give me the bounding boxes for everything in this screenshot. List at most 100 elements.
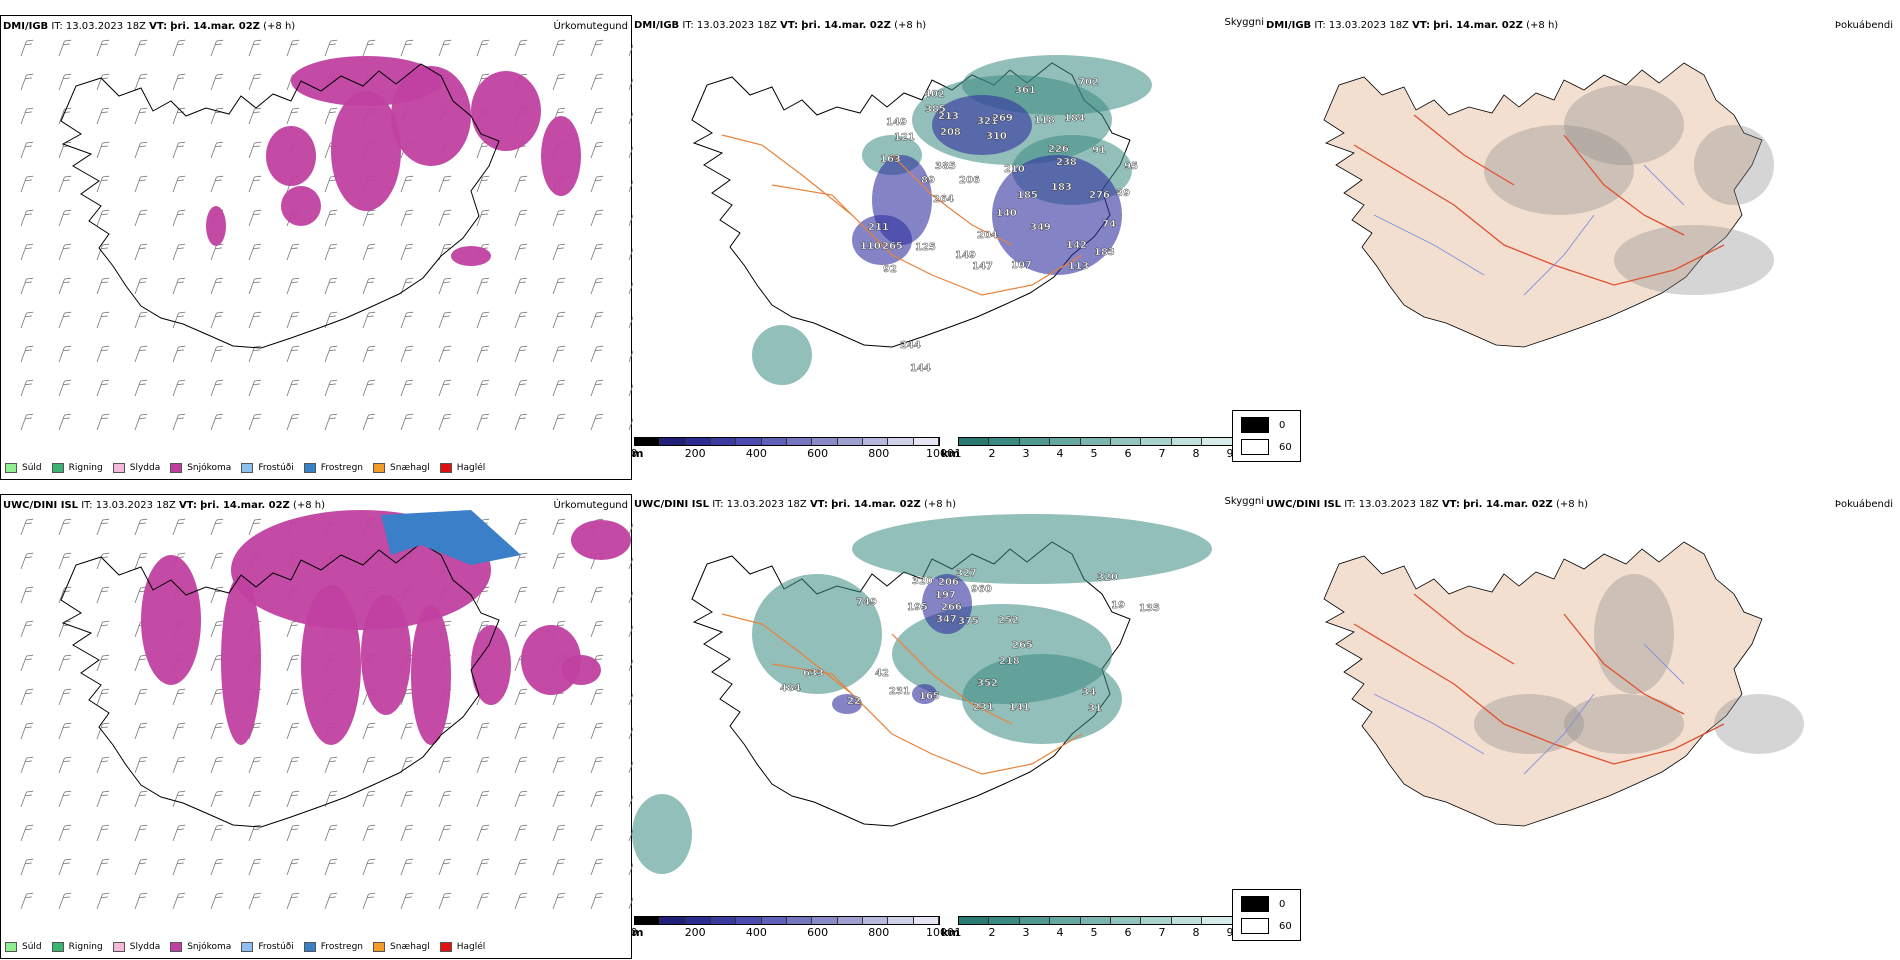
visibility-label: 402	[924, 89, 945, 100]
legend-label: Frostúði	[258, 463, 294, 473]
cloudbase-area	[852, 215, 912, 265]
visibility-label: 141	[1009, 702, 1030, 713]
visibility-label: 633	[803, 668, 824, 679]
visibility-label: 125	[915, 242, 936, 253]
ptype-legend-item: Rigning	[51, 942, 103, 952]
river-network	[1373, 164, 1685, 296]
colorbar-swatch	[660, 438, 686, 445]
legend-swatch	[303, 942, 316, 952]
fog-legend: 0 60	[1232, 889, 1301, 941]
panel-header: DMI/IGB IT: 13.03.2023 18Z VT: þri. 14.m…	[3, 21, 296, 32]
visibility-unit: km	[941, 447, 960, 460]
visibility-label: 184	[1064, 113, 1085, 124]
legend-swatch	[439, 942, 452, 952]
visibility-label: 231	[889, 686, 910, 697]
visibility-label: 135	[1139, 603, 1160, 614]
snow-area	[391, 66, 471, 166]
legend-swatch	[170, 463, 183, 473]
colorbar-swatch	[710, 917, 737, 924]
legend-label: Frostúði	[258, 942, 294, 952]
snow-area	[471, 71, 541, 151]
visibility-label: 211	[868, 222, 889, 233]
colorbar-swatch	[736, 917, 762, 924]
legend-swatch	[51, 463, 64, 473]
colorbar-tick: 7	[1158, 447, 1166, 460]
visibility-label: 34	[1082, 687, 1096, 698]
ptype-legend-item: Snjókoma	[170, 942, 231, 952]
road-network	[1353, 114, 1725, 286]
snow-area	[361, 595, 411, 715]
colorbar-tick: 5	[1090, 447, 1098, 460]
colorbar-swatch	[812, 917, 838, 924]
visibility-label: 204	[977, 230, 998, 241]
ptype-legend-item: Frostúði	[241, 463, 294, 473]
colorbar-tick: 8	[1192, 926, 1200, 939]
colorbar-tick: 600	[807, 926, 829, 939]
visibility-label: 702	[1078, 77, 1099, 88]
colorbar-swatch	[1141, 438, 1172, 445]
legend-label: Súld	[22, 463, 42, 473]
snow-area	[561, 655, 601, 685]
visibility-label: 142	[1066, 240, 1087, 251]
colorbar-tick: 9	[1226, 447, 1234, 460]
visibility-label: 195	[907, 602, 928, 613]
visibility-label: 320	[912, 576, 933, 587]
snow-area	[451, 246, 491, 266]
fog-legend-item: 60	[1241, 918, 1292, 934]
colorbar-swatch	[959, 917, 990, 924]
colorbar-tick: 1000	[926, 447, 954, 460]
colorbar-swatch	[1019, 438, 1051, 445]
road-network	[721, 613, 1083, 775]
fog-legend-item: 0	[1241, 896, 1292, 912]
fog-legend-swatch	[1241, 439, 1269, 455]
colorbar-swatch	[1202, 438, 1233, 445]
fog-panel-top: DMI/IGB IT: 13.03.2023 18Z VT: þri. 14.m…	[1232, 15, 1896, 480]
legend-label: Snæhagl	[390, 463, 430, 473]
snow-area	[141, 555, 201, 685]
visibility-label: 213	[938, 111, 959, 122]
legend-swatch	[241, 463, 254, 473]
colorbar-swatch	[913, 917, 939, 924]
colorbar-tick: 6	[1124, 447, 1132, 460]
visibility-label: 265	[882, 241, 903, 252]
colorbar-swatch	[685, 917, 711, 924]
fog-legend-item: 0	[1241, 417, 1292, 433]
ptype-legend-item: Súld	[5, 942, 42, 952]
visibility-label: 218	[999, 656, 1020, 667]
fog-legend-label: 0	[1279, 419, 1286, 431]
fog-legend-item: 60	[1241, 439, 1292, 455]
cloudbase-area	[832, 694, 862, 714]
ptype-legend-item: Snæhagl	[373, 942, 430, 952]
fog-area	[1714, 694, 1804, 754]
fog-area	[1474, 694, 1584, 754]
legend-label: Rigning	[68, 942, 103, 952]
colorbar-swatch	[1171, 438, 1203, 445]
ptype-legend-item: Frostregn	[303, 463, 363, 473]
colorbar-swatch	[989, 438, 1020, 445]
visibility-label: 244	[900, 340, 921, 351]
visibility-label: 74	[1102, 219, 1116, 230]
colorbar-tick: 6	[1124, 926, 1132, 939]
visibility-label: 265	[1012, 640, 1033, 651]
ptype-legend-item: Snjókoma	[170, 463, 231, 473]
legend-swatch	[5, 463, 17, 473]
colorbar-swatch	[1111, 917, 1142, 924]
colorbar-tick: 800	[868, 926, 890, 939]
visibility-label: 163	[880, 154, 901, 165]
colorbar-tick: 200	[684, 447, 706, 460]
visibility-label: 206	[959, 175, 980, 186]
panel-title: Skyggni	[1224, 496, 1264, 507]
fog-legend-label: 60	[1279, 920, 1292, 932]
visibility-label: 107	[1011, 260, 1032, 271]
ptype-legend-item: Haglél	[439, 942, 485, 952]
ptype-legend-item: Slydda	[112, 942, 160, 952]
colorbar-tick: 1000	[926, 926, 954, 939]
colorbar-swatch	[1171, 917, 1203, 924]
ptype-map	[20, 510, 633, 910]
fog-area	[1564, 694, 1684, 754]
visibility-label: 310	[986, 131, 1007, 142]
fog-area	[1594, 574, 1674, 694]
legend-label: Haglél	[456, 463, 486, 473]
visibility-panel-top: DMI/IGB IT: 13.03.2023 18Z VT: þri. 14.m…	[631, 15, 1272, 480]
panel-header: UWC/DINI ISL IT: 13.03.2023 18Z VT: þri.…	[1266, 499, 1589, 510]
